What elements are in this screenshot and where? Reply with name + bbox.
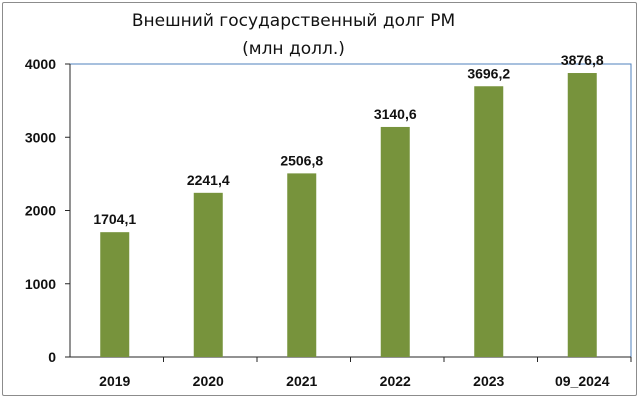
x-tick-label: 2023 <box>473 373 504 389</box>
plot-area-border <box>69 63 632 358</box>
bar-2021 <box>287 173 317 357</box>
y-tick-label: 2000 <box>25 203 56 219</box>
bar-2023 <box>474 86 504 357</box>
bar-09_2024 <box>567 73 597 357</box>
chart-title: Внешний государственный долг РМ <box>131 11 456 31</box>
y-tick-label: 3000 <box>25 129 56 145</box>
x-tick-label: 2022 <box>380 373 411 389</box>
x-tick-label: 2021 <box>286 373 317 389</box>
x-tick-label: 09_2024 <box>555 373 610 389</box>
data-label: 2506,8 <box>280 152 323 168</box>
bar-2020 <box>193 192 223 357</box>
data-label: 3140,6 <box>374 106 417 122</box>
data-label: 3696,2 <box>467 65 510 81</box>
data-label: 3876,8 <box>561 52 604 68</box>
x-tick-label: 2020 <box>193 373 224 389</box>
bar-2022 <box>380 126 410 357</box>
y-tick-label: 0 <box>48 349 56 365</box>
y-tick-label: 4000 <box>25 56 56 72</box>
bar-2019 <box>100 232 130 357</box>
x-tick-label: 2019 <box>99 373 130 389</box>
data-label: 1704,1 <box>93 211 136 227</box>
data-label: 2241,4 <box>187 172 230 188</box>
y-tick-label: 1000 <box>25 276 56 292</box>
chart-subtitle: (млн долл.) <box>242 39 345 59</box>
